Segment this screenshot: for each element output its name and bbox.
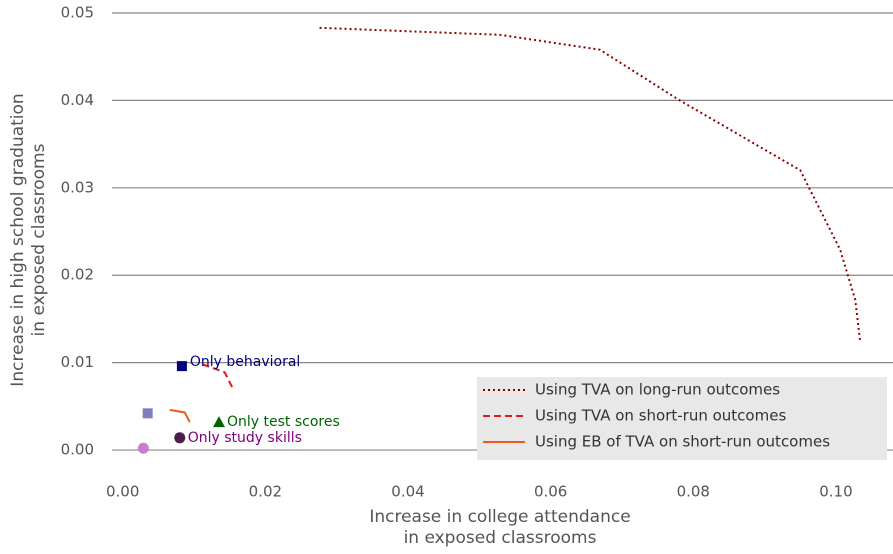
y-tick-label: 0.04 bbox=[61, 91, 94, 109]
x-tick-label: 0.00 bbox=[106, 483, 139, 501]
point bbox=[176, 361, 187, 372]
line bbox=[202, 363, 234, 389]
line bbox=[169, 408, 191, 423]
y-axis-label: in exposed classrooms bbox=[29, 143, 49, 336]
point-label: Only behavioral bbox=[190, 354, 300, 370]
point bbox=[142, 408, 153, 419]
y-tick-label: 0.03 bbox=[61, 178, 94, 196]
legend-box bbox=[477, 377, 887, 460]
y-axis-label: Increase in high school graduation bbox=[8, 93, 28, 386]
line bbox=[319, 26, 862, 342]
legend-label: Using TVA on long-run outcomes bbox=[535, 381, 780, 399]
point-label: Only study skills bbox=[188, 430, 302, 446]
legend-label: Using EB of TVA on short-run outcomes bbox=[535, 433, 830, 451]
point bbox=[212, 416, 225, 428]
x-tick-label: 0.08 bbox=[677, 483, 710, 501]
y-tick-label: 0.00 bbox=[61, 441, 94, 459]
y-tick-label: 0.01 bbox=[61, 353, 94, 371]
x-axis-label: in exposed classrooms bbox=[404, 528, 597, 548]
x-tick-label: 0.04 bbox=[391, 483, 424, 501]
legend-label: Using TVA on short-run outcomes bbox=[535, 407, 786, 425]
point bbox=[174, 432, 186, 444]
point bbox=[137, 442, 149, 454]
x-axis-label: Increase in college attendance bbox=[369, 507, 630, 527]
x-tick-label: 0.02 bbox=[249, 483, 282, 501]
x-tick-label: 0.06 bbox=[534, 483, 567, 501]
y-tick-label: 0.02 bbox=[61, 266, 94, 284]
point-label: Only test scores bbox=[227, 414, 340, 430]
x-tick-label: 0.10 bbox=[819, 483, 852, 501]
y-tick-label: 0.05 bbox=[61, 3, 94, 21]
